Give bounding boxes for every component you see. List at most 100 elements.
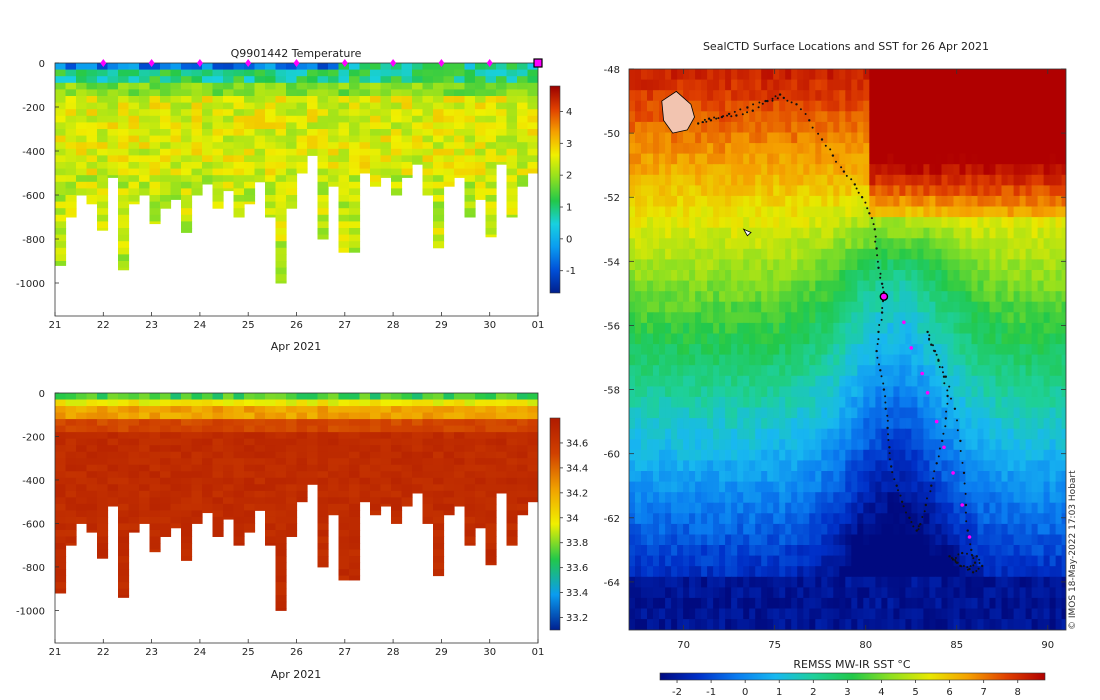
sst-cell [935,227,943,239]
sst-cell [1007,333,1015,345]
section-cell [55,76,67,84]
sst-cell [659,270,666,282]
sst-cell [839,354,846,366]
section-cell [296,129,308,137]
section-cell [55,523,67,531]
sst-cell [911,375,919,387]
sst-cell [641,174,648,186]
sst-cell [761,322,768,335]
section-cell [128,490,140,498]
section-cell [97,208,109,216]
section-cell [359,438,371,446]
sst-cell [983,259,991,271]
section-cell [212,195,224,203]
section-cell [181,471,193,479]
section-cell [202,445,214,453]
section-cell [223,188,235,192]
sst-cell [779,333,786,345]
section-cell [244,451,256,459]
sst-cell [1019,333,1027,345]
sst-cell [683,185,690,197]
section-cell [160,451,172,459]
sst-cell [1019,386,1027,398]
sst-cell [857,407,864,419]
sst-cell [797,291,804,303]
sst-cell [947,396,955,409]
sst-cell [905,322,913,335]
sst-cell [785,132,792,144]
sst-cell [965,90,973,102]
sst-cell [821,270,828,282]
section-cell [76,102,88,110]
sst-cell [989,322,997,335]
sst-cell [833,312,840,324]
section-cell [433,569,445,577]
sst-cell [635,217,642,229]
section-cell [496,82,508,90]
sst-cell [629,90,636,102]
sst-cell [731,460,738,472]
sst-cell [857,428,864,440]
sst-cell [803,428,810,440]
section-cell [254,155,266,163]
sst-cell [1007,100,1015,112]
sst-cell [845,195,852,208]
section-cell [170,102,182,110]
section-cell [307,102,319,110]
section-cell [86,155,98,163]
section-cell [485,399,497,407]
sst-cell [1043,79,1051,91]
section-cell [338,497,350,505]
section-cell [118,569,130,577]
section-cell [296,96,308,104]
sst-cell [1037,238,1045,250]
sst-cell [1025,79,1033,91]
section-cell [464,175,476,183]
sst-cell [689,344,696,356]
sst-cell [659,439,666,451]
sst-cell [815,449,822,461]
sst-cell [767,164,774,176]
sst-cell [785,386,792,398]
sst-cell [707,322,714,335]
section-cell [76,419,88,427]
sst-cell [785,428,792,440]
sst-cell [893,439,901,451]
sst-cell [1061,386,1066,398]
sst-cell [887,238,895,250]
section-cell [496,135,508,143]
sst-cell [923,185,931,197]
sst-cell [665,69,672,81]
section-cell [191,516,203,524]
section-cell [338,523,350,531]
section-cell [139,510,151,518]
sst-cell [1055,153,1063,165]
section-cell [107,484,119,492]
sst-cell [785,439,792,451]
sst-cell [923,375,931,387]
section-cell [128,471,140,479]
sst-cell [941,153,949,165]
sst-cell [731,344,738,356]
section-cell [433,393,445,401]
section-cell [170,458,182,466]
sst-cell [953,132,961,144]
sst-cell [953,69,961,81]
sst-cell [761,344,768,356]
section-cell [233,464,245,472]
sst-cell [1037,259,1045,271]
sst-cell [767,270,774,282]
sst-cell [887,111,895,123]
section-cell [454,162,466,170]
sst-cell [971,90,979,102]
sst-cell [881,174,889,186]
section-cell [454,109,466,117]
sst-cell [1013,428,1021,440]
sst-cell [839,100,846,112]
section-cell [149,89,161,97]
sst-cell [719,333,726,345]
sst-cell [677,365,684,377]
sst-cell [731,312,738,324]
section-cell [349,523,361,531]
section-cell [275,575,287,583]
